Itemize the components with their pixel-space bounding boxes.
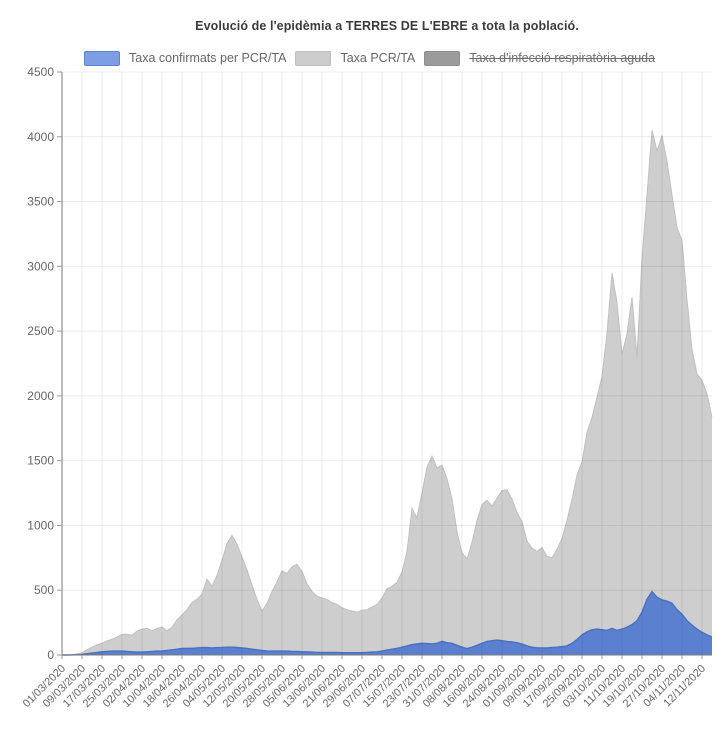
y-axis-label: 1500 xyxy=(27,454,54,468)
legend-item-taxa-pcr[interactable]: Taxa PCR/TA xyxy=(295,50,416,66)
chart-title: Evolució de l'epidèmia a TERRES DE L'EBR… xyxy=(195,19,579,33)
legend-swatch-infeccio xyxy=(424,50,461,66)
legend-swatch-confirmats xyxy=(84,50,120,66)
y-axis-label: 2000 xyxy=(27,389,54,403)
series-line-taxa-pcr xyxy=(62,130,713,656)
y-axis-label: 4000 xyxy=(27,130,54,144)
y-axis-label: 0 xyxy=(47,648,54,662)
legend-label-infeccio: Taxa d'infecció respiratòria aguda xyxy=(469,51,656,65)
series-line-taxa-confirmats xyxy=(62,590,713,656)
series-area-taxa-pcr xyxy=(62,130,712,656)
y-axis-label: 2500 xyxy=(27,324,54,338)
legend: Taxa confirmats per PCR/TA Taxa PCR/TA T… xyxy=(84,49,655,67)
legend-swatch-pcr xyxy=(295,50,332,66)
legend-item-taxa-confirmats[interactable]: Taxa confirmats per PCR/TA xyxy=(84,50,287,66)
y-axis-label: 4500 xyxy=(27,65,54,79)
y-axis-label: 1000 xyxy=(27,518,54,532)
y-axis-label: 3500 xyxy=(27,195,54,209)
series-area-taxa-confirmats xyxy=(62,591,712,655)
legend-label-confirmats: Taxa confirmats per PCR/TA xyxy=(129,51,287,65)
y-axis-label: 3000 xyxy=(27,259,54,273)
legend-label-pcr: Taxa PCR/TA xyxy=(340,51,416,65)
legend-item-taxa-infeccio-respiratoria[interactable]: Taxa d'infecció respiratòria aguda xyxy=(424,50,656,66)
y-axis-label: 500 xyxy=(34,583,54,597)
